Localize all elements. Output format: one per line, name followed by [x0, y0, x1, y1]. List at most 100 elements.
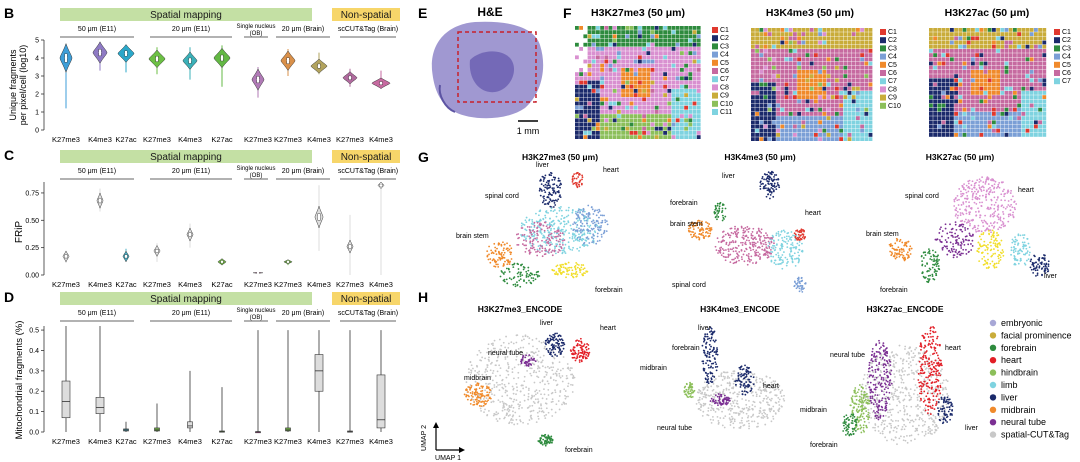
umap-point [755, 254, 758, 256]
violin-b-median [379, 82, 383, 85]
umap-point [556, 212, 558, 215]
umap-point [543, 189, 546, 192]
spatial-pixel [642, 80, 646, 85]
spatial-pixel [937, 78, 942, 83]
umap-point [588, 232, 591, 235]
umap-point [725, 243, 728, 245]
violin-c-median [64, 255, 68, 258]
spatial-pixel [797, 32, 801, 36]
umap-point [544, 214, 547, 217]
umap-point [804, 282, 807, 284]
spatial-pixel [784, 137, 789, 141]
umap-point [989, 214, 992, 217]
spatial-pixel [1034, 40, 1038, 45]
spatial-pixel [759, 107, 764, 112]
spatial-map-title: H3K4me3 (50 μm) [766, 7, 854, 19]
spatial-pixel [979, 86, 984, 91]
umap-point [747, 230, 750, 233]
spatial-pixel [937, 128, 942, 133]
umap-point [759, 257, 762, 260]
spatial-pixel [1038, 124, 1042, 129]
spatial-pixel [650, 59, 655, 64]
spatial-pixel [629, 55, 634, 60]
spatial-pixel [763, 137, 768, 141]
umap-point [562, 266, 565, 269]
spatial-pixel [1021, 116, 1026, 120]
spatial-pixel [612, 89, 617, 93]
spatial-pixel [654, 59, 659, 64]
spatial-pixel [847, 49, 852, 53]
umap-point [519, 278, 522, 281]
spatial-pixel [929, 74, 933, 78]
spatial-pixel [608, 72, 613, 76]
spatial-pixel [1025, 36, 1030, 41]
spatial-pixel [992, 61, 996, 66]
spatial-pixel [1029, 128, 1034, 133]
spatial-pixel [625, 68, 630, 72]
spatial-pixel [1017, 133, 1021, 137]
spatial-pixel [638, 51, 642, 55]
spatial-pixel [996, 40, 1000, 45]
spatial-pixel [1034, 78, 1038, 83]
umap-point [1019, 257, 1022, 260]
spatial-pixel [667, 80, 672, 85]
umap-point [753, 237, 756, 240]
cluster-legend-swatch [880, 70, 886, 76]
umap-point [1001, 220, 1004, 223]
umap-point [973, 226, 975, 229]
spatial-pixel [966, 116, 971, 120]
umap-point [729, 234, 732, 237]
spatial-pixel [966, 120, 971, 125]
spatial-pixel [680, 38, 684, 43]
umap-point [1012, 211, 1015, 214]
spatial-pixel [688, 68, 693, 72]
umap-point [550, 174, 553, 177]
spatial-pixel [971, 57, 975, 62]
spatial-pixel [583, 122, 588, 127]
y-tick-label: 0.2 [29, 389, 39, 396]
spatial-pixel [642, 122, 646, 127]
spatial-pixel [612, 118, 617, 123]
umap-point [962, 188, 965, 191]
spatial-pixel [1004, 133, 1009, 137]
spatial-pixel [575, 84, 579, 89]
spatial-pixel [772, 133, 776, 137]
spatial-pixel [979, 124, 984, 129]
umap-point [801, 250, 804, 253]
spatial-pixel [933, 133, 937, 137]
umap-point [519, 273, 522, 276]
spatial-pixel [868, 124, 873, 129]
umap-point [991, 224, 993, 227]
spatial-pixel [864, 53, 869, 57]
spatial-pixel [822, 32, 827, 36]
spatial-pixel [671, 89, 676, 93]
umap-point [521, 274, 524, 277]
umap-point [757, 227, 760, 230]
spatial-pixel [751, 107, 755, 112]
umap-point [587, 214, 590, 217]
spatial-pixel [591, 26, 596, 30]
spatial-pixel [1021, 28, 1026, 32]
spatial-pixel [583, 110, 588, 114]
spatial-pixel [759, 78, 764, 83]
umap-point [724, 233, 727, 236]
spatial-pixel [671, 122, 676, 127]
umap-point [973, 184, 976, 187]
spatial-pixel [1029, 120, 1034, 125]
spatial-pixel [633, 30, 638, 34]
spatial-pixel [868, 44, 873, 49]
umap-point [774, 259, 777, 262]
spatial-pixel [680, 47, 684, 51]
umap-point [552, 176, 555, 179]
spatial-pixel [604, 38, 609, 43]
umap-point [996, 198, 998, 201]
spatial-pixel [650, 126, 655, 131]
spatial-pixel [1038, 103, 1042, 108]
umap-point [1001, 249, 1004, 251]
spatial-pixel [987, 107, 992, 112]
spatial-pixel [983, 103, 988, 108]
violin-c-median [124, 255, 128, 258]
spatial-pixel [822, 70, 827, 74]
spatial-pixel [684, 51, 688, 55]
cluster-legend-swatch [1054, 78, 1060, 85]
